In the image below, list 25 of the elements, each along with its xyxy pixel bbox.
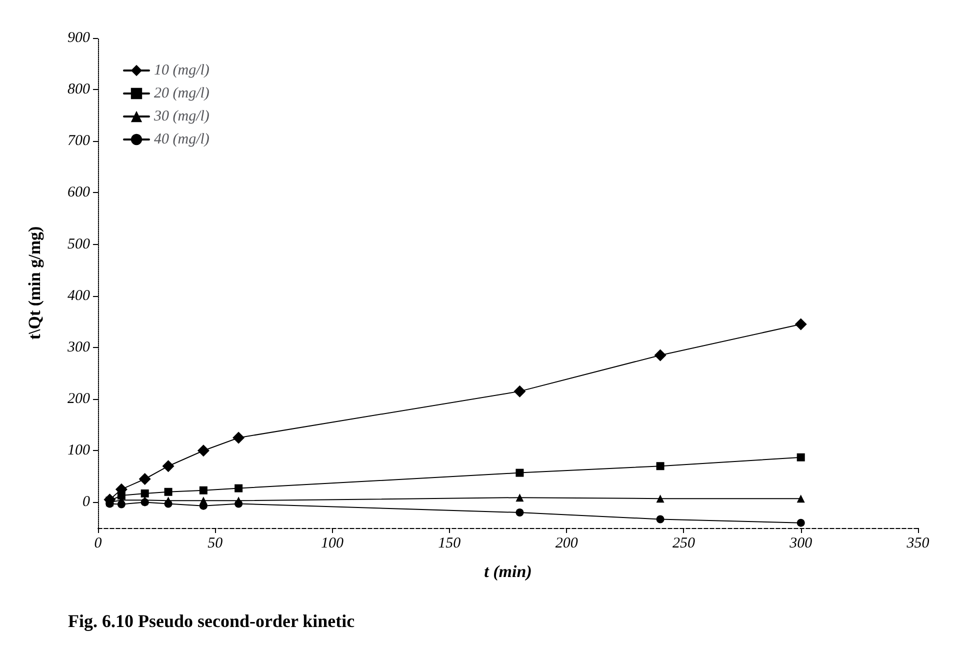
legend-label: 10 (mg/l) — [154, 62, 210, 78]
y-tick-label: 200 — [68, 391, 90, 408]
legend-label: 20 (mg/l) — [154, 86, 210, 102]
legend-label: 40 (mg/l) — [154, 132, 210, 148]
legend-label: 30 (mg/l) — [153, 108, 210, 124]
caption: Fig. 6.10 Pseudo second-order kinetic — [68, 611, 355, 631]
x-tick-label: 50 — [208, 536, 224, 552]
y-tick-label: 300 — [66, 339, 90, 356]
x-tick-label: 100 — [321, 536, 344, 552]
y-tick-label: 900 — [68, 30, 90, 46]
x-tick-label: 150 — [438, 536, 462, 552]
x-axis-title: t (min) — [484, 562, 532, 581]
x-tick-label: 350 — [906, 536, 930, 552]
y-tick-label: 600 — [68, 184, 90, 201]
y-tick-label: 0 — [82, 494, 90, 510]
y-axis-title: t\Qt (min g/mg) — [25, 226, 44, 340]
x-tick-label: 300 — [788, 536, 813, 552]
y-tick-label: 500 — [68, 236, 90, 252]
y-tick-label: 100 — [68, 442, 90, 459]
x-tick-label: 200 — [555, 536, 578, 552]
y-tick-label: 400 — [68, 288, 90, 304]
y-tick-label: 700 — [68, 133, 90, 150]
x-tick-label: 0 — [94, 536, 102, 552]
x-tick-label: 250 — [672, 536, 696, 552]
y-tick-label: 800 — [68, 82, 90, 98]
